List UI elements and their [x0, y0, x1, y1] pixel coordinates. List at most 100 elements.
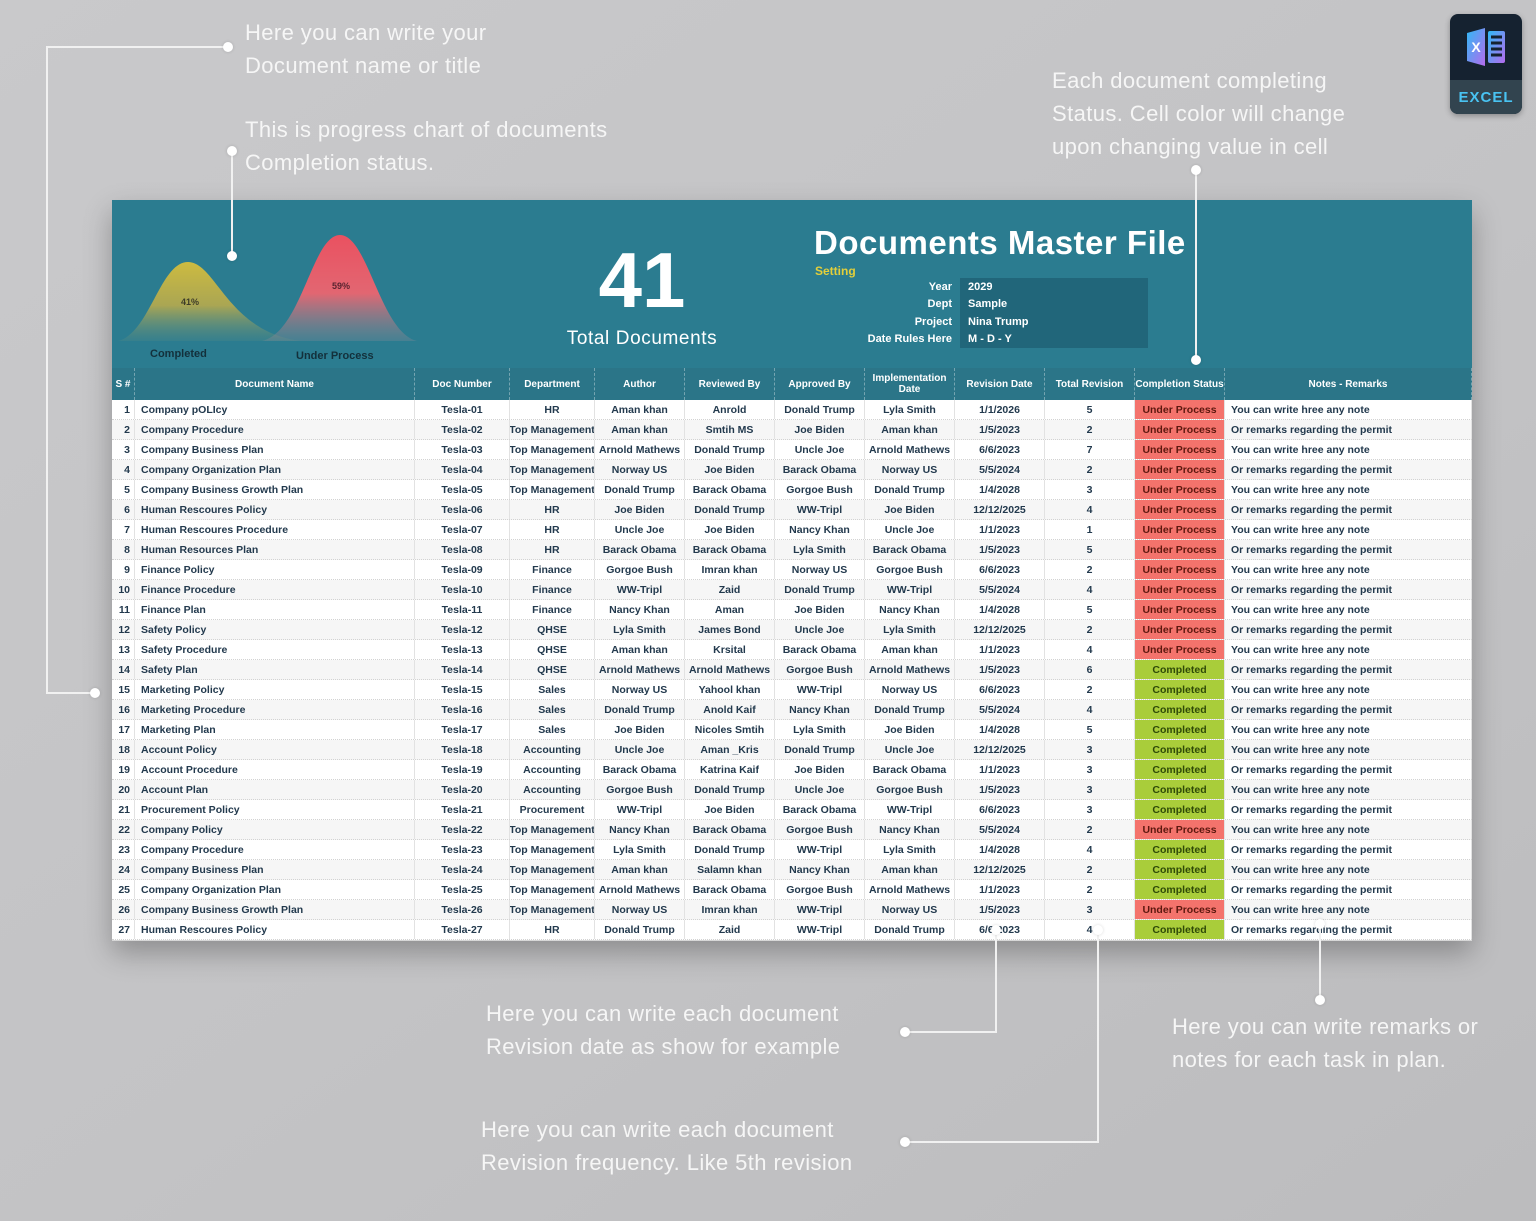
cell-document-name[interactable]: Human Resources Plan	[135, 540, 415, 559]
cell-notes[interactable]: You can write hree any note	[1225, 640, 1472, 659]
cell-department[interactable]: Top Management	[510, 480, 595, 499]
cell-doc-number[interactable]: Tesla-24	[415, 860, 510, 879]
cell-approved-by[interactable]: Donald Trump	[775, 740, 865, 759]
cell-doc-number[interactable]: Tesla-13	[415, 640, 510, 659]
cell-department[interactable]: Accounting	[510, 760, 595, 779]
cell-author[interactable]: Gorgoe Bush	[595, 780, 685, 799]
cell-document-name[interactable]: Safety Plan	[135, 660, 415, 679]
cell-document-name[interactable]: Account Plan	[135, 780, 415, 799]
cell-notes[interactable]: You can write hree any note	[1225, 900, 1472, 919]
cell-notes[interactable]: You can write hree any note	[1225, 780, 1472, 799]
cell-reviewed-by[interactable]: Aman	[685, 600, 775, 619]
cell-implementation-date[interactable]: Donald Trump	[865, 480, 955, 499]
cell-doc-number[interactable]: Tesla-15	[415, 680, 510, 699]
cell-notes[interactable]: Or remarks regarding the permit	[1225, 620, 1472, 639]
cell-document-name[interactable]: Company pOLIcy	[135, 400, 415, 419]
cell-notes[interactable]: Or remarks regarding the permit	[1225, 700, 1472, 719]
cell-document-name[interactable]: Company Organization Plan	[135, 880, 415, 899]
cell-serial[interactable]: 27	[112, 920, 135, 939]
cell-approved-by[interactable]: Nancy Khan	[775, 520, 865, 539]
cell-notes[interactable]: Or remarks regarding the permit	[1225, 920, 1472, 939]
cell-completion-status[interactable]: Under Process	[1135, 500, 1225, 519]
cell-completion-status[interactable]: Completed	[1135, 880, 1225, 899]
cell-serial[interactable]: 17	[112, 720, 135, 739]
cell-doc-number[interactable]: Tesla-12	[415, 620, 510, 639]
cell-serial[interactable]: 5	[112, 480, 135, 499]
cell-implementation-date[interactable]: Norway US	[865, 680, 955, 699]
cell-serial[interactable]: 26	[112, 900, 135, 919]
cell-completion-status[interactable]: Under Process	[1135, 420, 1225, 439]
cell-implementation-date[interactable]: Joe Biden	[865, 500, 955, 519]
cell-department[interactable]: Sales	[510, 720, 595, 739]
cell-revision-date[interactable]: 1/1/2023	[955, 520, 1045, 539]
cell-author[interactable]: Barack Obama	[595, 540, 685, 559]
cell-total-revision[interactable]: 2	[1045, 560, 1135, 579]
cell-implementation-date[interactable]: Gorgoe Bush	[865, 780, 955, 799]
cell-doc-number[interactable]: Tesla-20	[415, 780, 510, 799]
cell-doc-number[interactable]: Tesla-17	[415, 720, 510, 739]
cell-implementation-date[interactable]: Arnold Mathews	[865, 880, 955, 899]
cell-document-name[interactable]: Human Rescoures Policy	[135, 500, 415, 519]
cell-document-name[interactable]: Company Business Growth Plan	[135, 900, 415, 919]
cell-revision-date[interactable]: 1/1/2023	[955, 880, 1045, 899]
cell-author[interactable]: Aman khan	[595, 860, 685, 879]
cell-implementation-date[interactable]: Norway US	[865, 900, 955, 919]
cell-completion-status[interactable]: Completed	[1135, 720, 1225, 739]
cell-approved-by[interactable]: Uncle Joe	[775, 620, 865, 639]
cell-total-revision[interactable]: 3	[1045, 760, 1135, 779]
cell-notes[interactable]: You can write hree any note	[1225, 440, 1472, 459]
cell-revision-date[interactable]: 5/5/2024	[955, 820, 1045, 839]
cell-total-revision[interactable]: 2	[1045, 460, 1135, 479]
cell-department[interactable]: Top Management	[510, 420, 595, 439]
cell-reviewed-by[interactable]: Barack Obama	[685, 480, 775, 499]
cell-author[interactable]: Arnold Mathews	[595, 660, 685, 679]
cell-total-revision[interactable]: 2	[1045, 820, 1135, 839]
cell-implementation-date[interactable]: Arnold Mathews	[865, 660, 955, 679]
cell-department[interactable]: QHSE	[510, 640, 595, 659]
cell-notes[interactable]: You can write hree any note	[1225, 480, 1472, 499]
cell-notes[interactable]: Or remarks regarding the permit	[1225, 800, 1472, 819]
cell-approved-by[interactable]: Barack Obama	[775, 800, 865, 819]
cell-department[interactable]: Top Management	[510, 460, 595, 479]
cell-implementation-date[interactable]: Aman khan	[865, 640, 955, 659]
cell-approved-by[interactable]: Gorgoe Bush	[775, 480, 865, 499]
cell-notes[interactable]: Or remarks regarding the permit	[1225, 880, 1472, 899]
cell-department[interactable]: Top Management	[510, 900, 595, 919]
cell-doc-number[interactable]: Tesla-11	[415, 600, 510, 619]
cell-serial[interactable]: 14	[112, 660, 135, 679]
cell-serial[interactable]: 25	[112, 880, 135, 899]
cell-completion-status[interactable]: Completed	[1135, 840, 1225, 859]
cell-department[interactable]: Top Management	[510, 860, 595, 879]
cell-reviewed-by[interactable]: Joe Biden	[685, 520, 775, 539]
cell-revision-date[interactable]: 1/4/2028	[955, 840, 1045, 859]
cell-author[interactable]: Donald Trump	[595, 480, 685, 499]
cell-approved-by[interactable]: Norway US	[775, 560, 865, 579]
cell-notes[interactable]: Or remarks regarding the permit	[1225, 580, 1472, 599]
cell-document-name[interactable]: Human Rescoures Policy	[135, 920, 415, 939]
cell-reviewed-by[interactable]: Donald Trump	[685, 780, 775, 799]
cell-completion-status[interactable]: Completed	[1135, 660, 1225, 679]
cell-revision-date[interactable]: 5/5/2024	[955, 460, 1045, 479]
cell-reviewed-by[interactable]: James Bond	[685, 620, 775, 639]
cell-author[interactable]: Gorgoe Bush	[595, 560, 685, 579]
cell-approved-by[interactable]: Nancy Khan	[775, 860, 865, 879]
cell-approved-by[interactable]: Gorgoe Bush	[775, 820, 865, 839]
cell-approved-by[interactable]: WW-Tripl	[775, 680, 865, 699]
cell-department[interactable]: Finance	[510, 600, 595, 619]
cell-document-name[interactable]: Procurement Policy	[135, 800, 415, 819]
cell-completion-status[interactable]: Completed	[1135, 680, 1225, 699]
cell-doc-number[interactable]: Tesla-09	[415, 560, 510, 579]
cell-doc-number[interactable]: Tesla-08	[415, 540, 510, 559]
cell-notes[interactable]: You can write hree any note	[1225, 600, 1472, 619]
cell-approved-by[interactable]: WW-Tripl	[775, 500, 865, 519]
cell-doc-number[interactable]: Tesla-07	[415, 520, 510, 539]
cell-revision-date[interactable]: 6/6/2023	[955, 560, 1045, 579]
cell-total-revision[interactable]: 3	[1045, 780, 1135, 799]
cell-total-revision[interactable]: 4	[1045, 580, 1135, 599]
cell-department[interactable]: HR	[510, 520, 595, 539]
cell-total-revision[interactable]: 4	[1045, 840, 1135, 859]
cell-reviewed-by[interactable]: Anold Kaif	[685, 700, 775, 719]
cell-notes[interactable]: Or remarks regarding the permit	[1225, 660, 1472, 679]
cell-implementation-date[interactable]: Barack Obama	[865, 760, 955, 779]
cell-notes[interactable]: Or remarks regarding the permit	[1225, 760, 1472, 779]
